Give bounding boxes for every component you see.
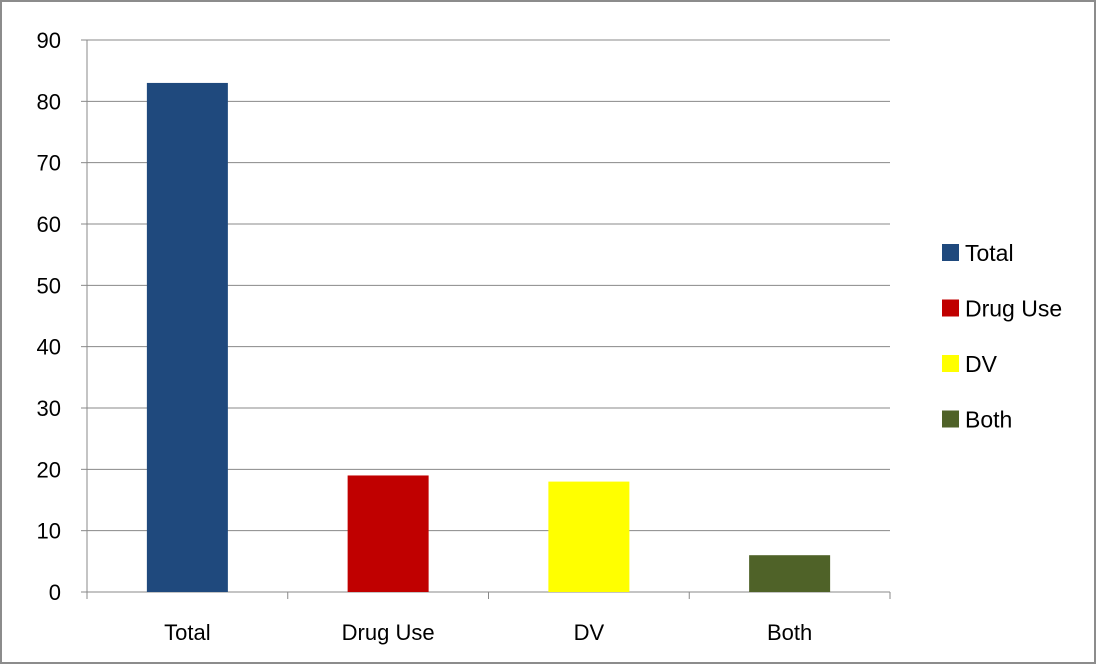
legend-label: DV	[965, 351, 998, 377]
legend-label: Both	[965, 407, 1012, 433]
bar-dv	[548, 481, 630, 592]
y-tick-label: 60	[37, 212, 61, 237]
legend-swatch	[942, 355, 959, 372]
x-category-label: Drug Use	[342, 620, 435, 645]
y-tick-label: 40	[37, 335, 61, 360]
bar-both	[749, 555, 831, 592]
y-tick-label: 30	[37, 396, 61, 421]
axis-labels: 0 10 20 30 40 50 60 70 80 90 Total Drug Use DV Both	[37, 28, 813, 645]
bar-drug-use	[347, 475, 429, 592]
bar-total	[146, 82, 228, 592]
legend-swatch	[942, 410, 959, 428]
x-category-label: Both	[767, 620, 812, 645]
y-tick-label: 50	[37, 273, 61, 298]
legend: Total Drug Use DV Both	[942, 240, 1062, 433]
y-tick-label: 80	[37, 89, 61, 114]
y-tick-label: 90	[37, 28, 61, 53]
x-category-label: DV	[574, 620, 605, 645]
legend-label: Drug Use	[965, 296, 1062, 322]
x-category-label: Total	[164, 620, 210, 645]
legend-swatch	[942, 244, 959, 261]
y-tick-label: 70	[37, 151, 61, 176]
y-tick-label: 10	[37, 519, 61, 544]
legend-label: Total	[965, 240, 1014, 266]
y-tick-label: 20	[37, 457, 61, 482]
bars	[146, 82, 831, 592]
legend-swatch	[942, 299, 959, 317]
y-tick-label: 0	[49, 580, 61, 605]
